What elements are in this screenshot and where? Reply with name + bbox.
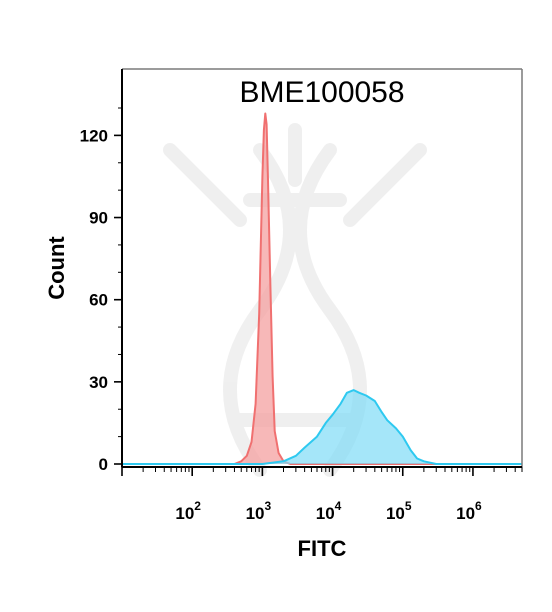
series-2-line [122,389,522,465]
y-tick-label: 60 [89,291,108,310]
x-axis-title: FITC [298,536,347,561]
y-axis-title: Count [44,236,69,300]
x-tick-label: 102 [175,499,201,523]
series-2-area [122,390,522,464]
x-tick-label: 104 [316,499,342,523]
x-tick-label: 103 [246,499,272,523]
y-tick-label: 0 [99,455,108,474]
x-tick-label: 106 [456,499,482,523]
y-tick-label: 30 [89,373,108,392]
chart-title: BME100058 [239,76,404,109]
axes [121,68,523,468]
y-tick-label: 120 [80,126,108,145]
series-1-line [122,112,522,465]
y-tick-label: 90 [89,209,108,228]
x-tick-label: 105 [386,499,412,523]
